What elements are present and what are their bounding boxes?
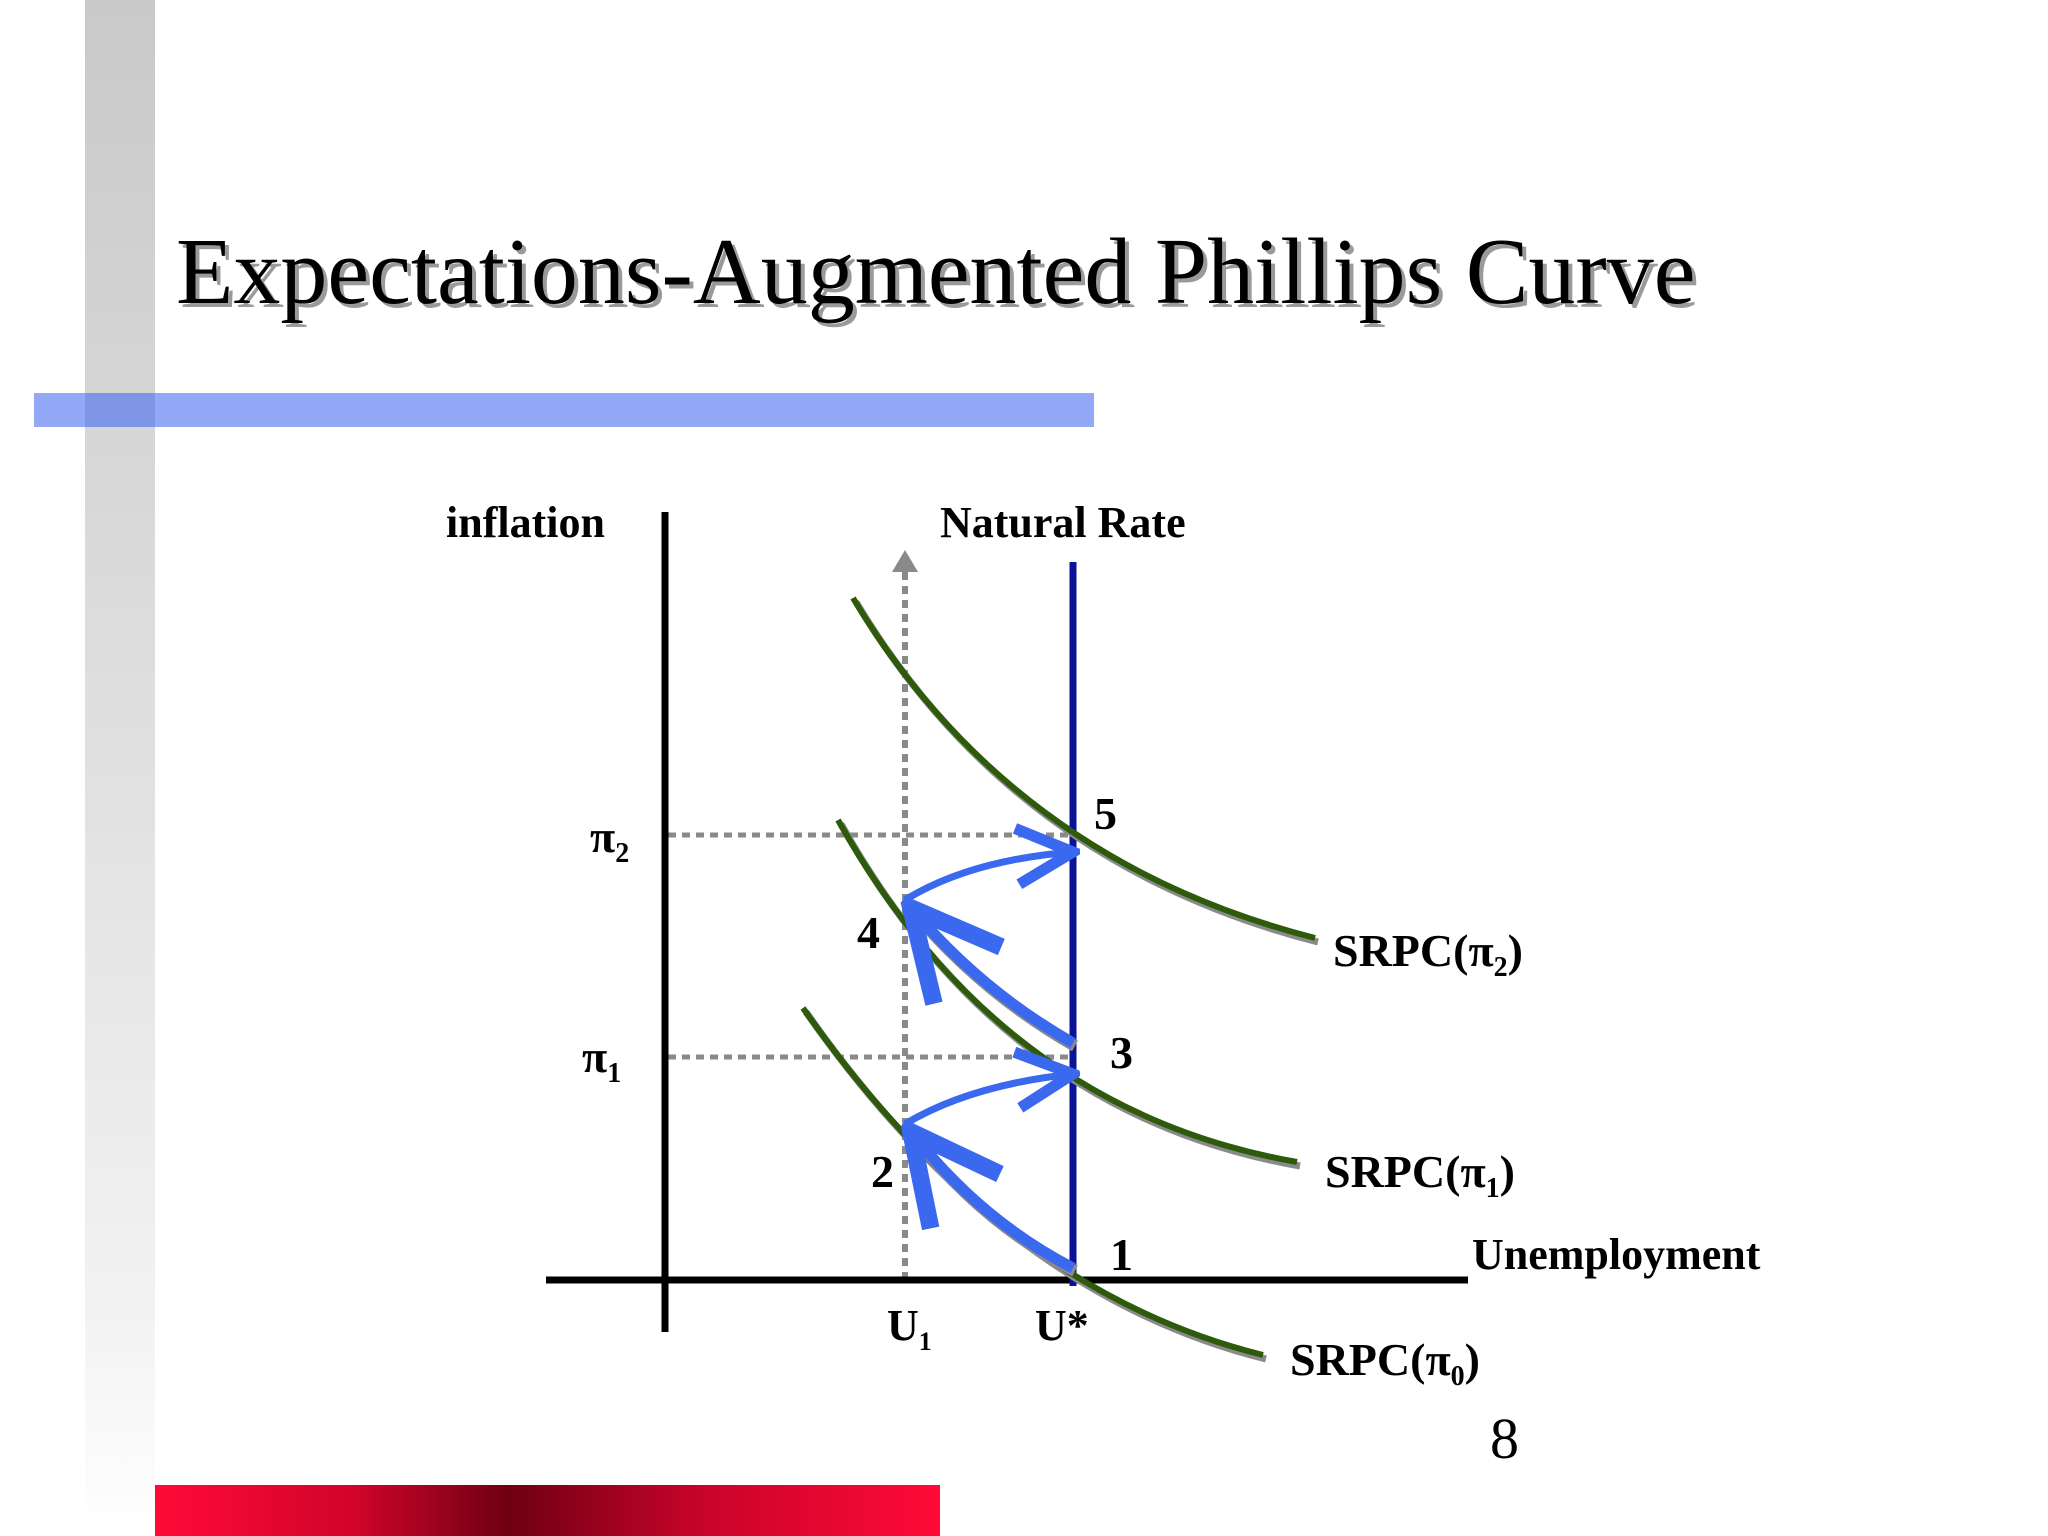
srpc-pi2-label-suffix: ) <box>1508 925 1523 976</box>
y-tick-pi2: π2 <box>590 811 629 869</box>
srpc-pi1-label-prefix: SRPC(π <box>1325 1146 1486 1197</box>
srpc-pi0-label-sub: 0 <box>1451 1361 1465 1392</box>
slide-number: 8 <box>1490 1406 1519 1471</box>
slide-title: Expectations-Augmented Phillips Curve <box>176 220 1696 324</box>
x-tick-ustar-symbol: U* <box>1035 1301 1089 1350</box>
natural-rate-label: Natural Rate <box>940 498 1186 547</box>
point-label-1: 1 <box>1110 1229 1133 1280</box>
arrow-3-to-4 <box>911 908 1076 1048</box>
transition-arrows <box>903 852 1076 1277</box>
x-tick-u1-symbol: U <box>887 1301 919 1350</box>
bottom-decorative-bar <box>155 1485 940 1536</box>
x-tick-ustar: U* <box>1035 1301 1089 1350</box>
y-tick-pi2-symbol: π <box>590 811 615 862</box>
y-tick-pi1: π1 <box>582 1031 621 1089</box>
point-label-5: 5 <box>1094 788 1117 839</box>
y-tick-pi1-symbol: π <box>582 1031 607 1082</box>
arrow-4-to-5 <box>903 852 1073 903</box>
y-tick-pi2-sub: 2 <box>615 838 629 869</box>
y-axis-label: inflation <box>446 498 605 547</box>
srpc-pi2-label-sub: 2 <box>1494 952 1508 983</box>
left-decorative-stripe <box>85 0 155 1536</box>
srpc-pi2-label-prefix: SRPC(π <box>1333 925 1494 976</box>
x-tick-u1-sub: 1 <box>919 1327 932 1356</box>
arrow-2-to-3 <box>903 1074 1073 1128</box>
srpc-pi1-label-suffix: ) <box>1500 1146 1515 1197</box>
srpc-pi1-label: SRPC(π1) <box>1325 1146 1515 1204</box>
point-label-4: 4 <box>857 907 880 958</box>
srpc-curves <box>800 596 1319 1363</box>
arrow-1-to-2 <box>911 1132 1076 1273</box>
srpc-pi2-curve <box>850 596 1316 941</box>
x-tick-u1: U1 <box>887 1301 932 1356</box>
u1-guide-arrowhead <box>892 550 918 572</box>
point-label-2: 2 <box>871 1146 894 1197</box>
title-underline-bar <box>34 393 1094 427</box>
srpc-pi1-label-sub: 1 <box>1486 1173 1500 1204</box>
point-label-3: 3 <box>1110 1027 1133 1078</box>
y-tick-pi1-sub: 1 <box>607 1058 621 1089</box>
srpc-pi0-label-prefix: SRPC(π <box>1290 1334 1451 1385</box>
srpc-pi0-label-suffix: ) <box>1465 1334 1480 1385</box>
x-axis-label: Unemployment <box>1472 1230 1761 1279</box>
srpc-pi0-label: SRPC(π0) <box>1290 1334 1480 1392</box>
title-bar-overlap <box>85 393 155 427</box>
srpc-pi2-label: SRPC(π2) <box>1333 925 1523 983</box>
